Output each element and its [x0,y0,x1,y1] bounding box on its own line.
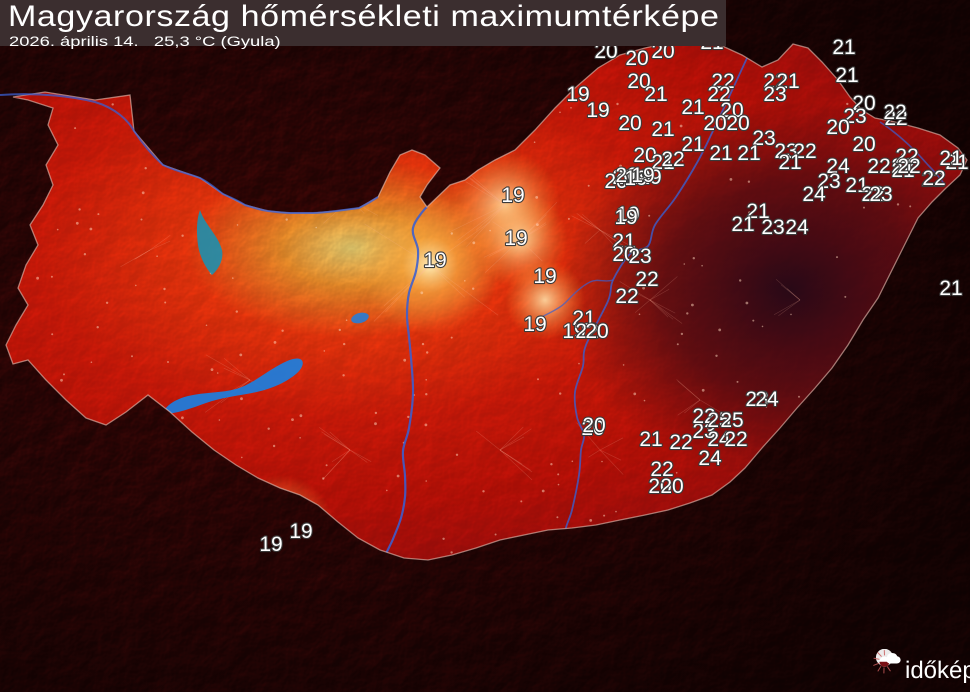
svg-text:21: 21 [939,277,962,300]
svg-text:20: 20 [703,112,726,135]
svg-text:21: 21 [835,64,858,87]
svg-text:22: 22 [867,155,890,178]
svg-text:25: 25 [720,409,743,432]
svg-text:24: 24 [698,447,722,470]
svg-text:21: 21 [681,96,704,119]
svg-text:23: 23 [628,245,651,268]
svg-text:20: 20 [660,475,683,498]
svg-text:24: 24 [802,183,826,206]
svg-text:22: 22 [883,101,906,124]
svg-text:20: 20 [852,133,875,156]
svg-text:22: 22 [922,167,945,190]
svg-text:19: 19 [533,265,556,288]
svg-text:20: 20 [618,112,641,135]
svg-text:19: 19 [259,533,282,556]
svg-text:20: 20 [582,414,605,437]
svg-text:19: 19 [501,184,524,207]
svg-text:21: 21 [832,36,855,59]
svg-text:19: 19 [631,164,654,187]
svg-text:22: 22 [615,285,638,308]
svg-text:20: 20 [826,116,849,139]
svg-text:20: 20 [726,112,749,135]
svg-text:23: 23 [869,183,892,206]
svg-text:23: 23 [761,216,784,239]
svg-text:19: 19 [586,99,609,122]
svg-text:22: 22 [661,148,684,171]
svg-text:19: 19 [289,520,312,543]
svg-text:21: 21 [731,213,754,236]
svg-text:19: 19 [614,206,637,229]
svg-text:23: 23 [763,83,786,106]
svg-text:21: 21 [681,133,704,156]
svg-text:21: 21 [644,83,667,106]
svg-text:24: 24 [755,388,779,411]
svg-text:22: 22 [669,431,692,454]
svg-text:21: 21 [651,118,674,141]
svg-text:21: 21 [709,142,732,165]
svg-text:21: 21 [639,428,662,451]
svg-text:20: 20 [585,320,608,343]
svg-text:24: 24 [785,216,809,239]
svg-text:20: 20 [625,47,648,70]
svg-text:21: 21 [737,142,760,165]
svg-text:22: 22 [897,155,920,178]
svg-text:19: 19 [523,313,546,336]
svg-text:21: 21 [778,151,801,174]
svg-text:19: 19 [504,227,527,250]
svg-text:19: 19 [423,249,446,272]
svg-text:22: 22 [635,268,658,291]
